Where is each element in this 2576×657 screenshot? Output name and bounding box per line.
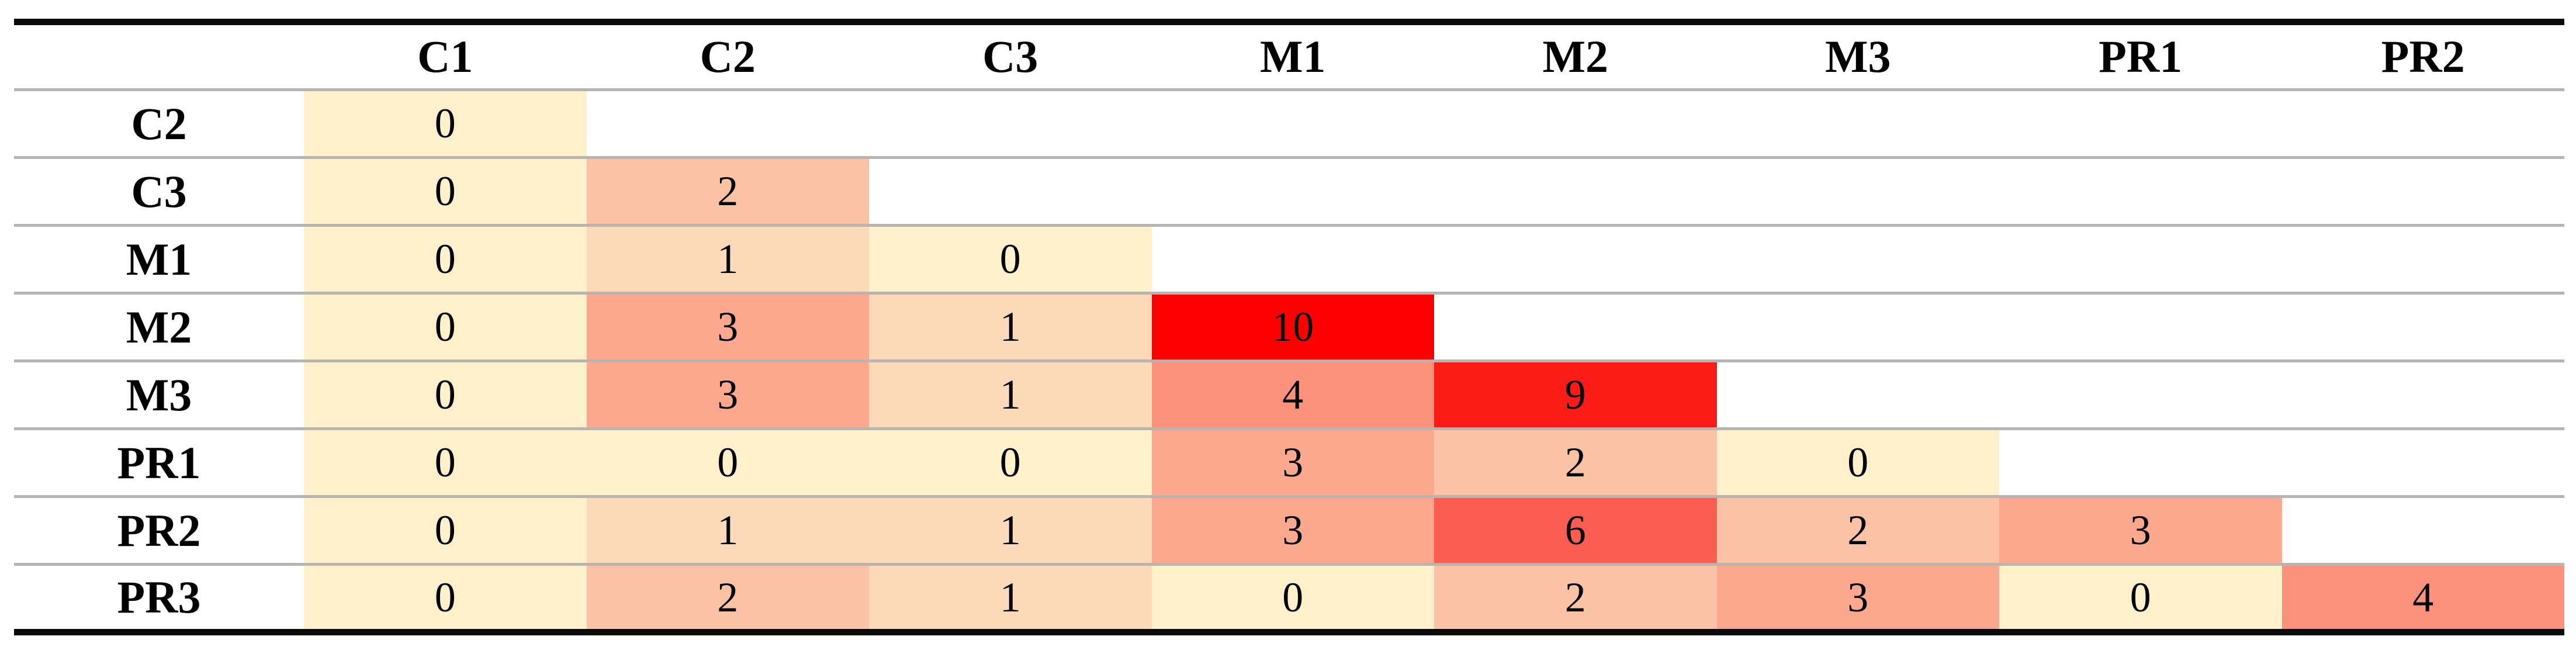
header-row: C1 C2 C3 M1 M2 M3 PR1 PR2 bbox=[14, 22, 2564, 90]
table-row: PR1 0 0 0 3 2 0 bbox=[14, 427, 2564, 497]
empty-cell bbox=[2281, 359, 2564, 429]
column-header: C2 bbox=[586, 22, 869, 90]
matrix-cell: 0 bbox=[304, 563, 587, 632]
empty-cell bbox=[1434, 156, 1717, 226]
matrix-cell: 0 bbox=[304, 292, 587, 361]
matrix-cell: 2 bbox=[1434, 427, 1717, 497]
matrix-cell: 0 bbox=[869, 224, 1152, 293]
matrix-cell: 3 bbox=[1716, 563, 1999, 632]
matrix-cell: 2 bbox=[586, 156, 869, 226]
heatmap-table: C1 C2 C3 M1 M2 M3 PR1 PR2 C2 0 C3 0 2 M1 0 1 0 M2 0 3 1 10 M3… bbox=[14, 19, 2564, 635]
row-header: M1 bbox=[14, 224, 304, 293]
empty-cell bbox=[1999, 224, 2282, 293]
empty-cell bbox=[1999, 292, 2282, 361]
matrix-cell: 0 bbox=[869, 427, 1152, 497]
empty-cell bbox=[1716, 156, 1999, 226]
row-header: C2 bbox=[14, 88, 304, 158]
empty-cell bbox=[869, 156, 1152, 226]
row-header: PR2 bbox=[14, 495, 304, 565]
matrix-cell: 1 bbox=[869, 292, 1152, 361]
matrix-cell: 1 bbox=[586, 224, 869, 293]
empty-cell bbox=[1999, 88, 2282, 158]
empty-cell bbox=[1151, 156, 1434, 226]
matrix-cell: 1 bbox=[869, 359, 1152, 429]
table-row: PR2 0 1 1 3 6 2 3 bbox=[14, 495, 2564, 565]
matrix-cell: 3 bbox=[586, 359, 869, 429]
table-row: PR3 0 2 1 0 2 3 0 4 bbox=[14, 563, 2564, 632]
column-header: PR2 bbox=[2281, 22, 2564, 90]
matrix-cell: 9 bbox=[1434, 359, 1717, 429]
column-header: M1 bbox=[1151, 22, 1434, 90]
empty-cell bbox=[1434, 292, 1717, 361]
column-header: M2 bbox=[1434, 22, 1717, 90]
empty-cell bbox=[2281, 156, 2564, 226]
empty-cell bbox=[2281, 224, 2564, 293]
matrix-cell: 3 bbox=[1151, 427, 1434, 497]
column-header: C3 bbox=[869, 22, 1152, 90]
matrix-cell: 6 bbox=[1434, 495, 1717, 565]
table-row: M1 0 1 0 bbox=[14, 224, 2564, 293]
empty-cell bbox=[1716, 359, 1999, 429]
table-body: C2 0 C3 0 2 M1 0 1 0 M2 0 3 1 10 M3 0 3 1 4 9 PR1 0 0 0 3 2 0 PR2 0 1… bbox=[14, 88, 2564, 632]
matrix-cell: 1 bbox=[586, 495, 869, 565]
table-row: C3 0 2 bbox=[14, 156, 2564, 226]
table-row: M2 0 3 1 10 bbox=[14, 292, 2564, 361]
matrix-cell: 4 bbox=[1151, 359, 1434, 429]
matrix-cell: 0 bbox=[586, 427, 869, 497]
matrix-cell: 3 bbox=[1999, 495, 2282, 565]
table-row: M3 0 3 1 4 9 bbox=[14, 359, 2564, 429]
matrix-cell: 0 bbox=[304, 495, 587, 565]
matrix-cell: 0 bbox=[1716, 427, 1999, 497]
row-header: M2 bbox=[14, 292, 304, 361]
matrix-cell: 3 bbox=[586, 292, 869, 361]
row-header: C3 bbox=[14, 156, 304, 226]
empty-cell bbox=[2281, 88, 2564, 158]
empty-cell bbox=[2281, 427, 2564, 497]
empty-cell bbox=[1151, 88, 1434, 158]
column-header: M3 bbox=[1716, 22, 1999, 90]
empty-cell bbox=[1434, 224, 1717, 293]
matrix-cell: 3 bbox=[1151, 495, 1434, 565]
empty-cell bbox=[1716, 88, 1999, 158]
matrix-cell: 0 bbox=[1999, 563, 2282, 632]
matrix-cell: 0 bbox=[304, 224, 587, 293]
matrix-cell: 0 bbox=[1151, 563, 1434, 632]
empty-cell bbox=[1151, 224, 1434, 293]
matrix-cell: 2 bbox=[586, 563, 869, 632]
row-header: PR3 bbox=[14, 563, 304, 632]
matrix-cell: 10 bbox=[1151, 292, 1434, 361]
corner-cell bbox=[14, 22, 304, 90]
matrix-cell: 4 bbox=[2281, 563, 2564, 632]
matrix-cell: 2 bbox=[1716, 495, 1999, 565]
empty-cell bbox=[2281, 292, 2564, 361]
empty-cell bbox=[1716, 224, 1999, 293]
empty-cell bbox=[1999, 156, 2282, 226]
matrix-cell: 0 bbox=[304, 156, 587, 226]
empty-cell bbox=[1999, 427, 2282, 497]
matrix-cell: 0 bbox=[304, 359, 587, 429]
matrix-cell: 1 bbox=[869, 563, 1152, 632]
empty-cell bbox=[586, 88, 869, 158]
column-header: C1 bbox=[304, 22, 587, 90]
column-header: PR1 bbox=[1999, 22, 2282, 90]
matrix-cell: 0 bbox=[304, 88, 587, 158]
matrix-cell: 0 bbox=[304, 427, 587, 497]
row-header: PR1 bbox=[14, 427, 304, 497]
empty-cell bbox=[2281, 495, 2564, 565]
empty-cell bbox=[869, 88, 1152, 158]
table-row: C2 0 bbox=[14, 88, 2564, 158]
empty-cell bbox=[1716, 292, 1999, 361]
empty-cell bbox=[1999, 359, 2282, 429]
row-header: M3 bbox=[14, 359, 304, 429]
empty-cell bbox=[1434, 88, 1717, 158]
matrix-cell: 1 bbox=[869, 495, 1152, 565]
matrix-cell: 2 bbox=[1434, 563, 1717, 632]
